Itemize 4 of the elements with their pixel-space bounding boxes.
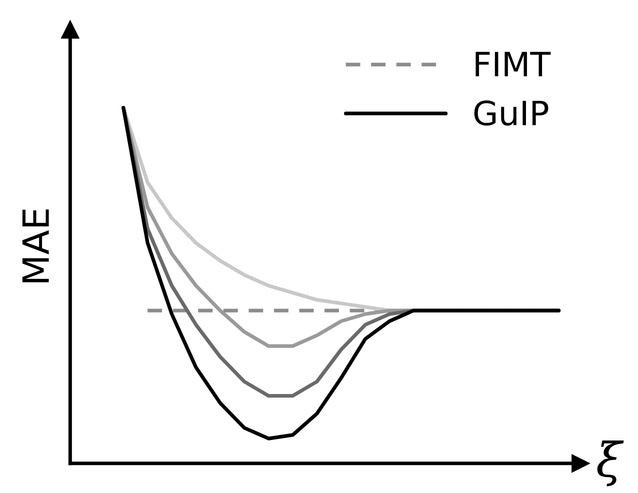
y-axis-title: MAE xyxy=(22,209,49,282)
legend-label: GuIP xyxy=(474,100,548,126)
legend-label: FIMT xyxy=(476,52,551,76)
x-axis-title: ξ xyxy=(597,440,624,486)
